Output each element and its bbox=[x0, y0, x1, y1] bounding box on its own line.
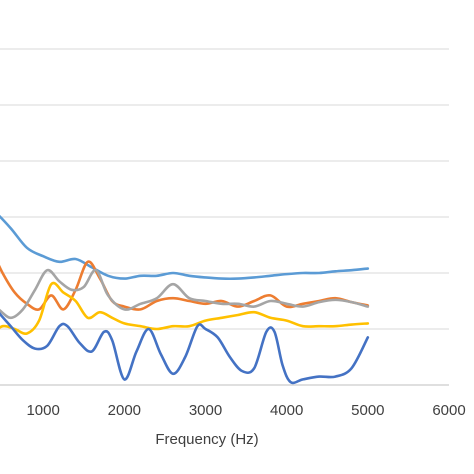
series-line-5 bbox=[0, 311, 370, 385]
x-tick-label: 2000 bbox=[108, 402, 141, 419]
x-tick-label: 5000 bbox=[351, 402, 384, 419]
x-tick-label: 1000 bbox=[26, 402, 59, 419]
x-axis-title: Frequency (Hz) bbox=[155, 431, 258, 448]
x-tick-label: 6000 bbox=[432, 402, 465, 419]
series-line-1 bbox=[0, 214, 370, 281]
plot-area bbox=[0, 214, 370, 385]
x-tick-label: 4000 bbox=[270, 402, 303, 419]
gridlines bbox=[0, 48, 449, 386]
x-axis-ticks: 1000 2000 3000 4000 5000 6000 bbox=[26, 402, 465, 419]
x-tick-label: 3000 bbox=[189, 402, 222, 419]
series-line-2 bbox=[0, 260, 370, 311]
series-line-3 bbox=[0, 268, 370, 320]
